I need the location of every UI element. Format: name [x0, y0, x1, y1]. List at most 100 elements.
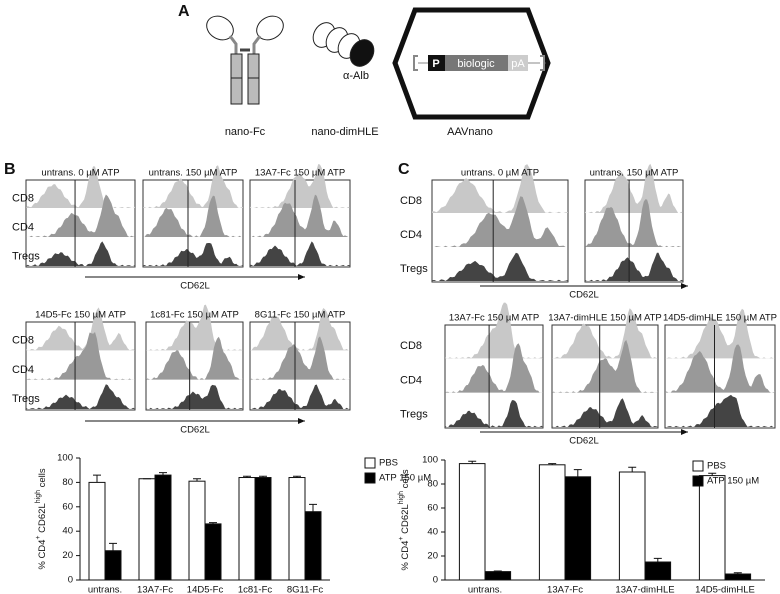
bar [154, 474, 172, 581]
histogram [432, 196, 568, 247]
arrow-head [681, 283, 688, 289]
legend-label: ATP 150 µM [707, 476, 759, 487]
histogram [143, 165, 243, 208]
promoter-label: P [432, 58, 439, 70]
histogram [552, 398, 658, 427]
bar [538, 464, 566, 581]
histogram [250, 164, 350, 208]
construct-label: nano-Fc [225, 126, 266, 138]
error-bar [548, 463, 557, 465]
histogram [250, 336, 350, 380]
y-tick-label: 60 [427, 503, 438, 514]
y-tick-label: 40 [62, 526, 73, 537]
arrow-head [298, 418, 305, 424]
axis-label: CD62L [180, 281, 210, 292]
error-bar [193, 478, 201, 482]
error-bar [309, 503, 317, 512]
pa-label: pA [511, 58, 525, 70]
histogram-title: 13A7-dimHLE 150 µM ATP [548, 313, 662, 324]
bar [698, 475, 726, 581]
histogram [665, 308, 775, 359]
histogram [146, 384, 243, 409]
y-axis-label-part: high [398, 491, 405, 504]
row-label: CD8 [400, 195, 422, 207]
error-bar [493, 570, 502, 572]
legend-swatch [692, 460, 704, 472]
histogram-title: 8G11-Fc 150 µM ATP [255, 310, 346, 321]
histogram [552, 339, 658, 393]
y-tick-label: 80 [427, 479, 438, 490]
histogram-title: 14D5-Fc 150 µM ATP [35, 310, 126, 321]
y-tick-label: 40 [427, 527, 438, 538]
axis-label: CD62L [180, 425, 210, 436]
y-tick-label: 20 [427, 551, 438, 562]
histogram [445, 400, 543, 427]
row-label: CD4 [400, 374, 422, 386]
bar [288, 477, 306, 581]
histogram [432, 164, 568, 213]
bar [458, 463, 486, 581]
x-tick-label: 13A7-dimHLE [615, 585, 674, 594]
error-bar [243, 475, 251, 478]
panel-label: B [4, 161, 16, 178]
error-bar [93, 474, 101, 483]
row-label: Tregs [400, 263, 428, 275]
error-bar [293, 475, 301, 478]
bar [238, 477, 256, 581]
y-axis-label: % CD4+ CD62Lhigh cells [35, 468, 47, 570]
biologic-label: biologic [457, 58, 495, 70]
row-label: Tregs [400, 409, 428, 421]
row-label: CD4 [12, 364, 34, 376]
bar [484, 571, 512, 581]
y-axis-label-part: % CD4 [400, 541, 411, 571]
row-label: CD8 [12, 335, 34, 347]
histogram [146, 304, 243, 351]
y-tick-label: 0 [68, 575, 73, 586]
construct-label: nano-dimHLE [311, 126, 378, 138]
histogram [250, 241, 350, 266]
bar [564, 476, 592, 581]
histogram [26, 332, 135, 380]
legend-swatch [364, 472, 376, 484]
bar [724, 573, 752, 581]
histogram [250, 194, 350, 237]
histogram-title: untrans. 150 µM ATP [590, 168, 679, 179]
histogram [432, 252, 568, 281]
histogram-title: untrans. 0 µM ATP [461, 168, 539, 179]
histogram-title: 1c81-Fc 150 µM ATP [150, 310, 239, 321]
legend-swatch [692, 475, 704, 487]
x-tick-label: 8G11-Fc [287, 585, 324, 594]
legend-swatch [364, 457, 376, 469]
nano-fc-drawing [206, 15, 284, 105]
x-tick-label: 13A7-Fc [137, 585, 173, 594]
row-label: Tregs [12, 250, 40, 262]
bar [204, 523, 222, 581]
y-axis-label-part: cells [400, 469, 411, 491]
histogram [665, 394, 775, 427]
histogram [585, 199, 683, 247]
x-tick-label: untrans. [88, 585, 122, 594]
histogram [26, 166, 135, 208]
histogram [143, 195, 243, 237]
x-tick-label: 13A7-Fc [547, 585, 583, 594]
legend-label: PBS [379, 458, 398, 469]
panel-label: A [178, 3, 190, 20]
histogram-title: untrans. 150 µM ATP [149, 168, 238, 179]
error-bar [733, 572, 742, 574]
bar [254, 477, 272, 581]
legend-label: PBS [707, 461, 726, 472]
bar [138, 478, 156, 581]
histogram [445, 343, 543, 393]
histogram [26, 384, 135, 409]
axis-label: CD62L [569, 436, 599, 447]
histogram-title: 13A7-Fc 150 µM ATP [255, 168, 345, 179]
row-label: Tregs [12, 393, 40, 405]
y-tick-label: 0 [433, 575, 438, 586]
y-tick-label: 100 [57, 453, 73, 464]
error-bar [209, 522, 217, 524]
histogram [250, 308, 350, 351]
error-bar [628, 466, 637, 472]
histogram [445, 302, 543, 359]
histogram [26, 241, 135, 266]
